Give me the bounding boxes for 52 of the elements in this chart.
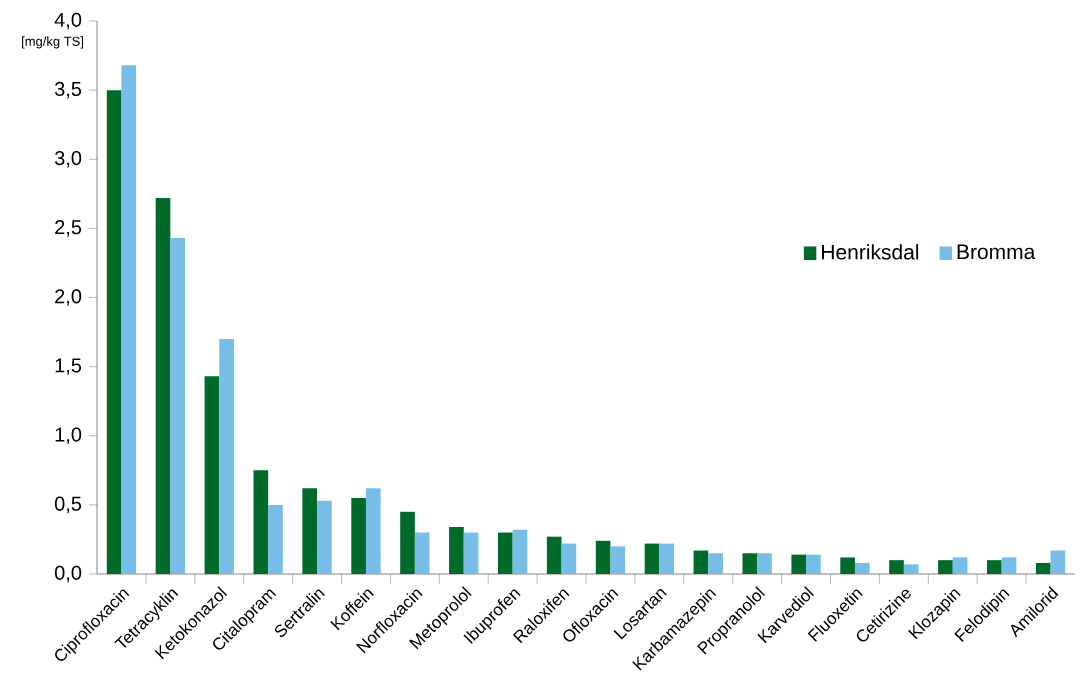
bar	[170, 238, 186, 574]
legend-label: Bromma	[957, 244, 1036, 260]
bar	[610, 546, 626, 574]
bar	[1035, 562, 1051, 574]
y-tick-label: 2,5	[55, 220, 82, 237]
bar	[595, 540, 611, 574]
bar	[317, 500, 332, 574]
bar	[952, 557, 968, 574]
bar	[742, 553, 758, 574]
bar	[791, 554, 807, 574]
bar	[414, 532, 430, 574]
bar	[889, 560, 904, 574]
y-tick-label: 3,5	[54, 81, 82, 99]
y-tick-label: 2,0	[55, 289, 82, 306]
bar	[561, 543, 577, 574]
bar	[121, 65, 137, 574]
y-tick-label: 0,0	[54, 565, 82, 583]
bar	[204, 376, 220, 574]
bar	[463, 532, 479, 574]
bar	[938, 560, 953, 574]
bar	[1050, 550, 1066, 574]
y-axis-title: [mg/kg TS]	[22, 36, 84, 49]
bar	[757, 553, 772, 574]
bar	[708, 553, 723, 574]
legend-label: Henriksdal	[822, 244, 919, 260]
bar	[659, 543, 675, 574]
bar	[497, 532, 513, 574]
y-tick-label: 0,5	[54, 496, 82, 514]
bar	[512, 529, 528, 574]
bar	[106, 90, 122, 574]
y-tick-label: 1,0	[55, 427, 82, 445]
bar	[365, 488, 381, 574]
bar	[449, 526, 464, 574]
bar	[854, 562, 870, 574]
bar	[840, 557, 855, 574]
y-tick-label: 3,0	[54, 150, 82, 168]
bar	[986, 560, 1002, 574]
y-tick-label: 4,0	[54, 12, 82, 30]
bar	[806, 554, 821, 574]
bar	[693, 550, 709, 574]
bar	[302, 488, 318, 574]
bar	[400, 511, 415, 574]
bar	[351, 497, 366, 574]
bar	[219, 338, 234, 574]
bar	[268, 504, 283, 574]
y-tick-label: 1,5	[55, 358, 82, 375]
bar	[253, 470, 269, 574]
bar	[155, 197, 171, 574]
bar	[1001, 557, 1017, 574]
bar	[546, 536, 562, 574]
bar	[903, 564, 919, 574]
bar	[644, 543, 660, 574]
